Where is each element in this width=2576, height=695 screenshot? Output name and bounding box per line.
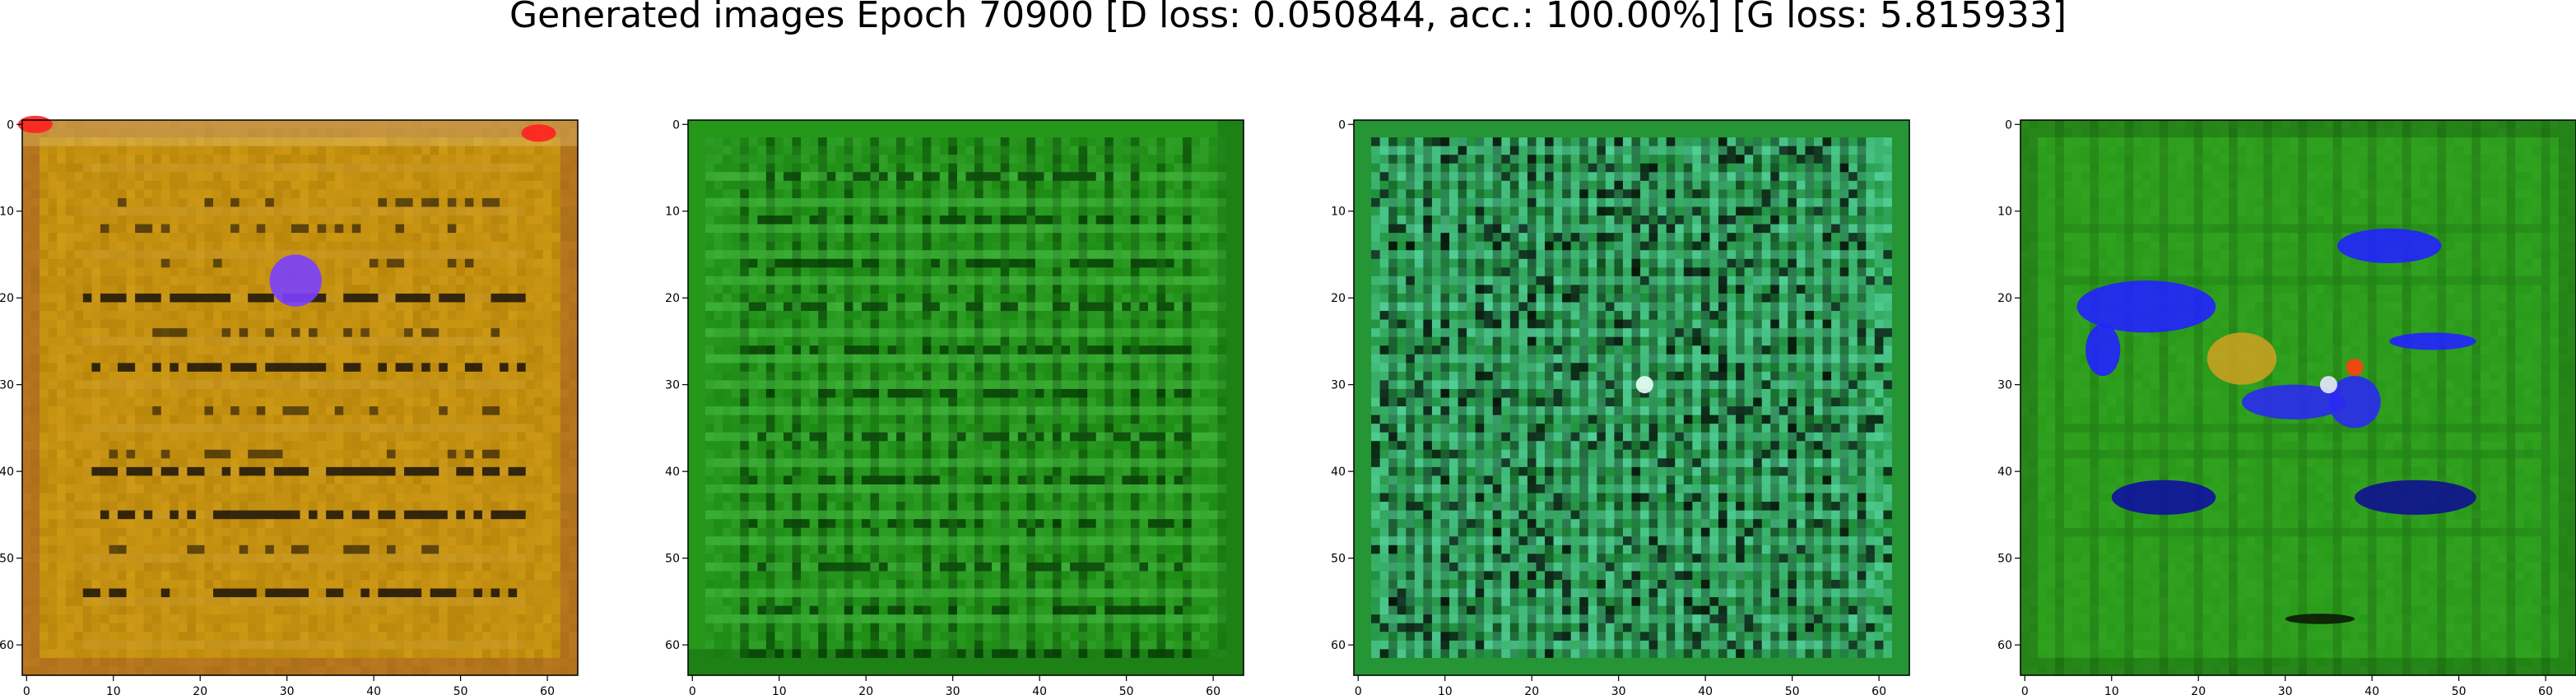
- x-tick-label: 0: [1355, 685, 1362, 695]
- x-tick-label: 60: [540, 685, 555, 695]
- y-tick-label: 10: [1997, 206, 2012, 219]
- x-tick-label: 40: [366, 685, 381, 695]
- image-feature-4-4: [2389, 332, 2476, 350]
- y-tick-label: 60: [1331, 639, 1346, 652]
- y-tick-label: 0: [672, 118, 680, 132]
- x-tick-label: 20: [858, 685, 873, 695]
- image-feature-4-2: [2085, 324, 2120, 376]
- x-tick-label: 0: [2021, 685, 2029, 695]
- y-tick-label: 60: [1997, 639, 2012, 652]
- y-tick-label: 20: [1997, 292, 2012, 305]
- y-tick-label: 40: [1997, 466, 2012, 479]
- subplot-4: 0 10 20 30 40 50 60 0 10 20 30 40 50 60: [1997, 118, 2576, 695]
- y-tick-label: 10: [665, 206, 680, 219]
- y-tick-label: 20: [665, 292, 680, 305]
- y-tick-label: 40: [1331, 466, 1346, 479]
- y-tick-label: 40: [665, 466, 680, 479]
- image-feature-1-2: [18, 116, 53, 133]
- x-tick-label: 40: [1032, 685, 1047, 695]
- x-tick-label: 30: [1611, 685, 1626, 695]
- generated-image-2: [688, 120, 1244, 676]
- x-tick-label: 60: [1872, 685, 1886, 695]
- x-tick-label: 40: [1698, 685, 1713, 695]
- y-tick-label: 10: [1331, 206, 1346, 219]
- x-tick-label: 20: [1524, 685, 1539, 695]
- generated-image-1: [22, 120, 579, 676]
- x-tick-label: 0: [23, 685, 30, 695]
- x-tick-label: 60: [1206, 685, 1221, 695]
- image-feature-4-9: [2320, 376, 2337, 393]
- x-tick-label: 60: [2538, 685, 2553, 695]
- x-tick-label: 10: [772, 685, 787, 695]
- x-tick-label: 30: [2278, 685, 2293, 695]
- y-tick-label: 30: [1997, 379, 2012, 392]
- y-tick-label: 30: [665, 379, 680, 392]
- image-feature-4-3: [2337, 229, 2442, 263]
- x-tick-label: 50: [2452, 685, 2467, 695]
- image-feature-4-7: [2207, 332, 2276, 384]
- y-tick-label: 0: [7, 118, 14, 132]
- x-tick-label: 0: [689, 685, 696, 695]
- generated-image-3: [1354, 120, 1910, 676]
- y-tick-label: 50: [1331, 553, 1346, 566]
- y-tick-label: 30: [1331, 379, 1346, 392]
- x-tick-label: 20: [193, 685, 207, 695]
- image-feature-1-3: [521, 124, 556, 141]
- y-tick-label: 40: [0, 466, 14, 479]
- x-tick-label: 20: [2191, 685, 2206, 695]
- subplot-3: 0 10 20 30 40 50 60 0 10 20 30 40 50 60: [1331, 118, 1909, 695]
- y-tick-label: 10: [0, 206, 14, 219]
- x-tick-label: 10: [1438, 685, 1453, 695]
- image-feature-1-1: [270, 254, 322, 306]
- y-tick-label: 20: [1331, 292, 1346, 305]
- y-tick-label: 30: [0, 379, 14, 392]
- x-tick-label: 40: [2364, 685, 2379, 695]
- x-tick-label: 10: [2104, 685, 2119, 695]
- x-tick-label: 10: [106, 685, 121, 695]
- image-feature-4-1: [2077, 280, 2216, 332]
- x-tick-label: 50: [1785, 685, 1800, 695]
- image-feature-4-11: [2355, 480, 2476, 515]
- subplot-1: 0 10 20 30 40 50 60 0 10 20 30 40 50 60: [0, 116, 579, 695]
- x-tick-label: 30: [946, 685, 960, 695]
- y-tick-label: 50: [665, 553, 680, 566]
- y-tick-label: 60: [0, 639, 14, 652]
- y-tick-label: 0: [2005, 118, 2012, 132]
- image-feature-3-1: [1636, 376, 1653, 393]
- x-tick-label: 50: [1119, 685, 1134, 695]
- x-tick-label: 30: [280, 685, 295, 695]
- y-tick-label: 50: [1997, 553, 2012, 566]
- y-tick-label: 60: [665, 639, 680, 652]
- y-tick-label: 20: [0, 292, 14, 305]
- image-feature-4-8: [2346, 359, 2364, 376]
- x-tick-label: 50: [453, 685, 468, 695]
- image-feature-4-12: [2285, 614, 2355, 624]
- subplot-2: 0 10 20 30 40 50 60 0 10 20 30 40 50 60: [665, 118, 1244, 695]
- y-tick-label: 0: [1338, 118, 1346, 132]
- image-feature-4-10: [2112, 480, 2216, 515]
- y-tick-label: 50: [0, 553, 14, 566]
